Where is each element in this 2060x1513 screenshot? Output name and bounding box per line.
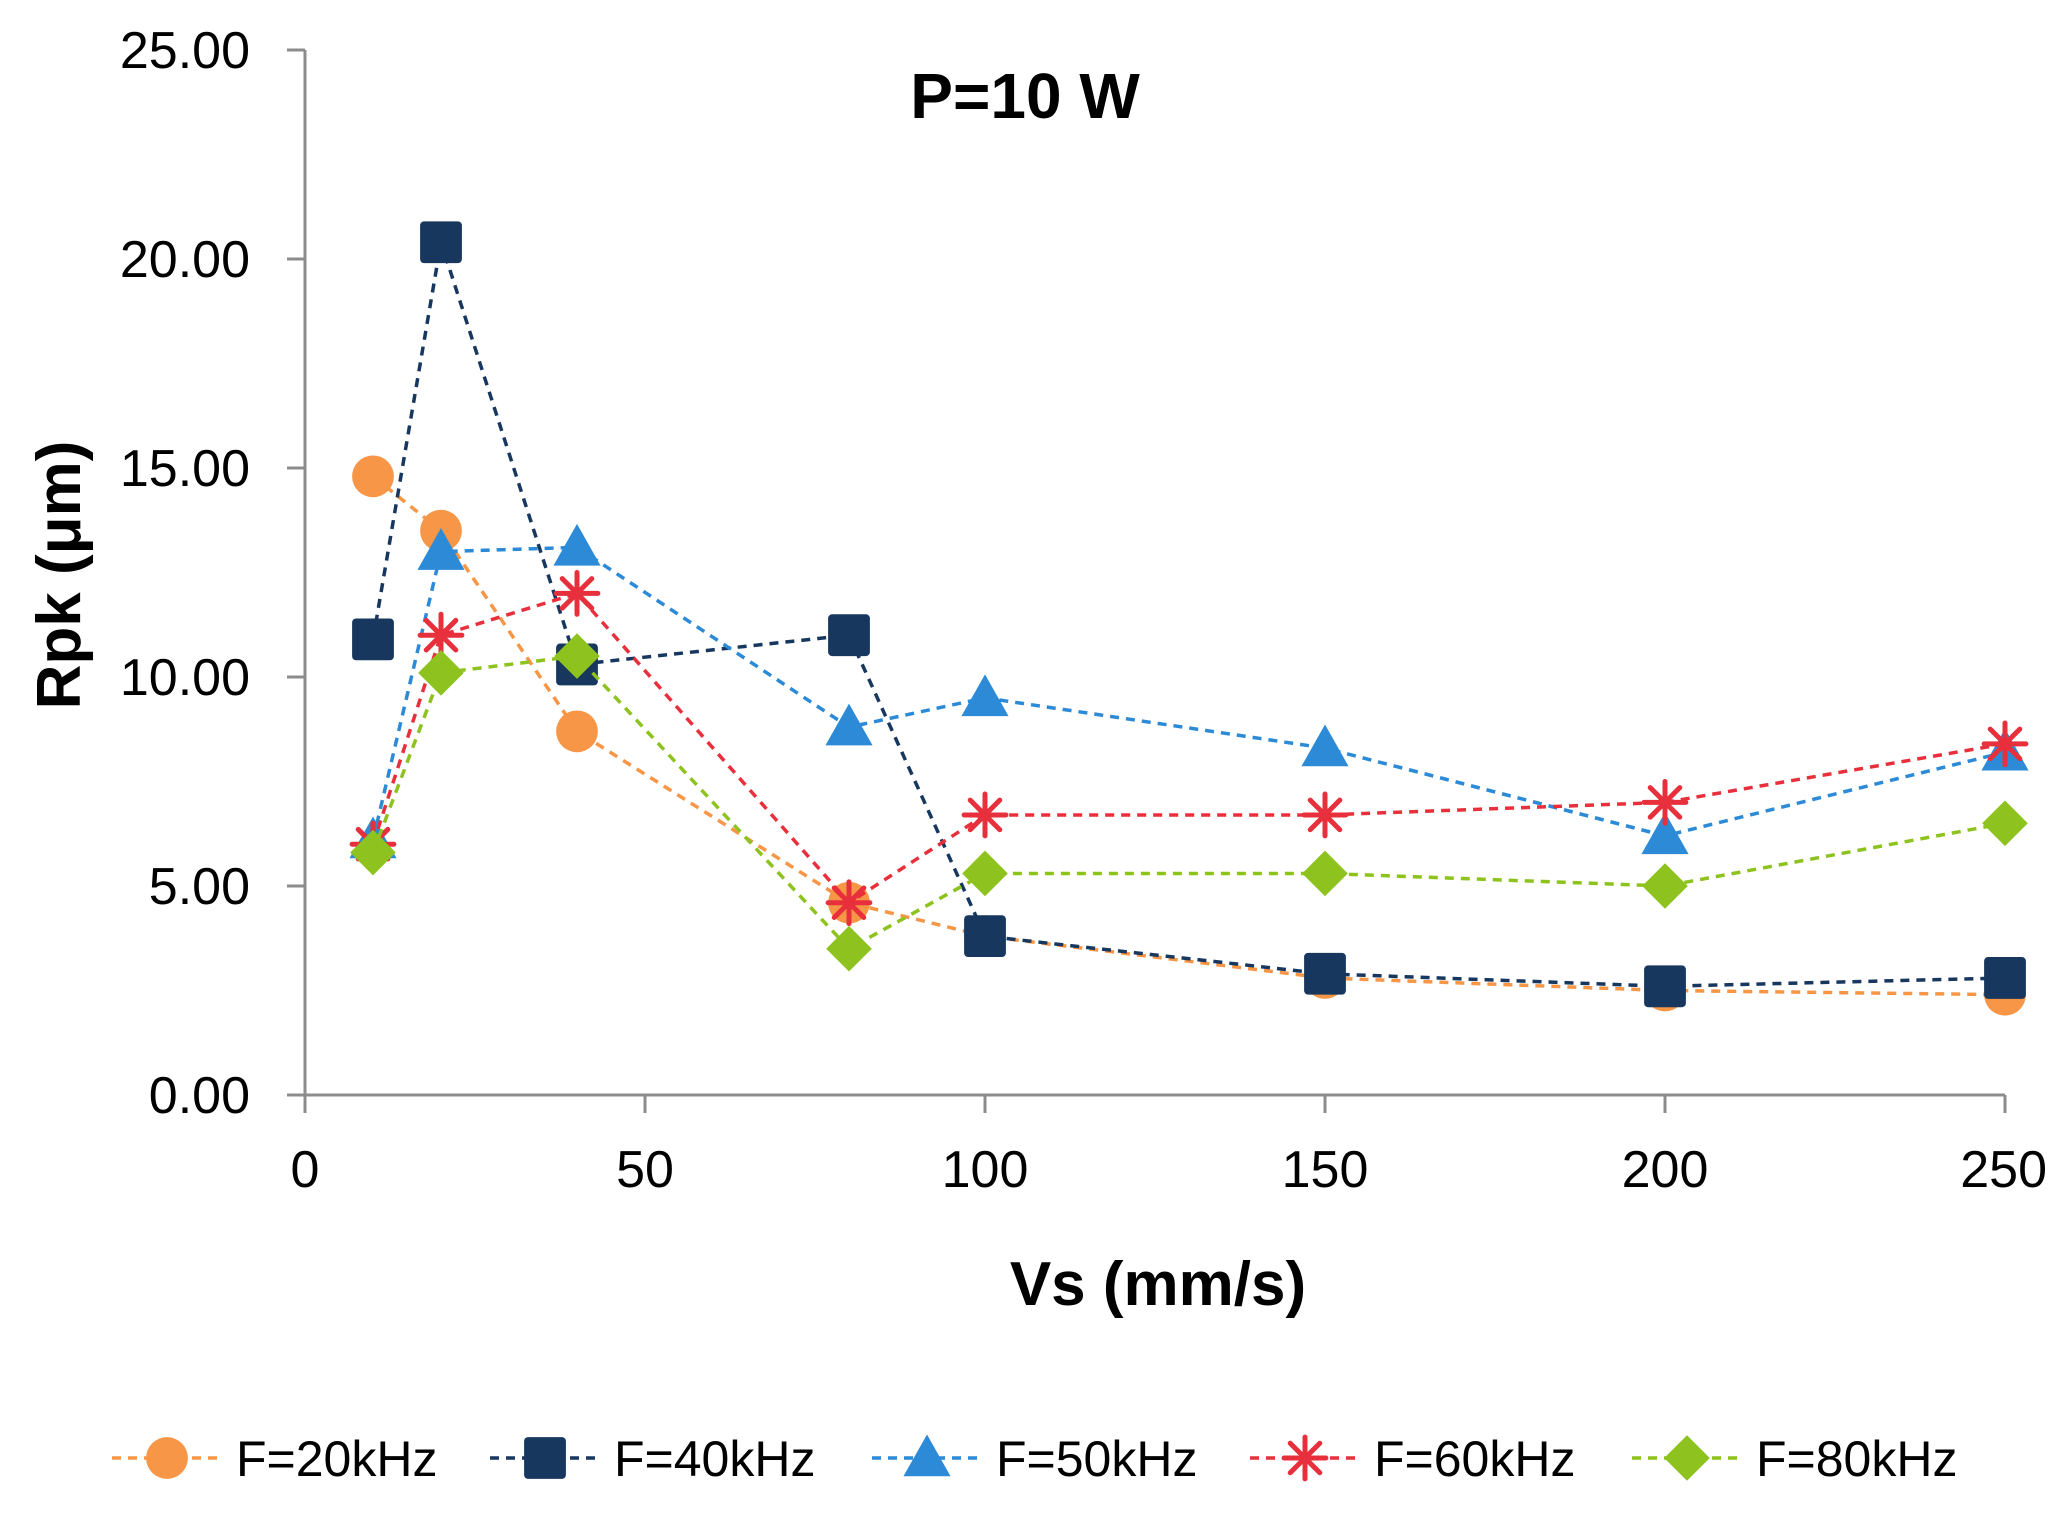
data-point [825, 879, 873, 927]
legend-label: F=50kHz [996, 1431, 1197, 1487]
data-point [350, 829, 396, 876]
series-line [371, 241, 2006, 989]
legend: F=20kHz F=40kHz F=50kHz F=60kHz F=80kHz [112, 1431, 1957, 1487]
data-point [961, 791, 1009, 839]
data-point [417, 611, 465, 659]
data-point [352, 618, 394, 661]
x-tick-label: 100 [942, 1141, 1029, 1199]
data-point [1644, 965, 1686, 1008]
data-point [1981, 720, 2029, 768]
legend-label: F=20kHz [236, 1431, 437, 1487]
x-tick-label: 150 [1282, 1141, 1369, 1199]
legend-marker [1664, 1435, 1710, 1481]
y-tick-label: 25.00 [120, 22, 250, 80]
data-point [828, 614, 870, 657]
x-axis-label: Vs (mm/s) [1010, 1250, 1306, 1319]
series-line [371, 474, 2006, 997]
legend-item: F=50kHz [872, 1431, 1197, 1487]
x-tick-label: 200 [1622, 1141, 1709, 1199]
x-tick-label: 250 [1960, 1141, 2047, 1199]
legend-marker [1281, 1434, 1329, 1482]
data-point [961, 674, 1009, 717]
data-point [1984, 957, 2026, 999]
data-point [553, 570, 601, 617]
data-point [1642, 863, 1688, 909]
series-F=20kHz [352, 455, 2026, 1016]
data-point [1982, 800, 2028, 847]
series-line [371, 545, 2006, 841]
y-tick-label: 10.00 [120, 649, 250, 707]
data-point [556, 710, 598, 753]
y-axis: 0.00 5.00 10.00 15.00 20.00 25.00 [120, 22, 307, 1125]
legend-marker [903, 1434, 951, 1477]
data-point [964, 915, 1006, 958]
data-point [1304, 952, 1346, 995]
y-axis-label: Rpk (μm) [25, 441, 94, 710]
y-tick-label: 20.00 [120, 231, 250, 289]
data-point [1641, 779, 1689, 826]
series-F=40kHz [352, 221, 2026, 1008]
series-F=80kHz [350, 633, 2028, 972]
data-point [1301, 791, 1349, 839]
data-point [553, 523, 601, 566]
x-tick-label: 0 [291, 1141, 320, 1199]
legend-label: F=60kHz [1374, 1431, 1575, 1487]
y-tick-label: 5.00 [149, 858, 250, 916]
data-point [826, 925, 872, 972]
data-point [554, 633, 600, 679]
series-line [371, 591, 2006, 906]
data-point [420, 221, 462, 264]
legend-item: F=80kHz [1632, 1431, 1957, 1487]
data-point [825, 703, 873, 746]
x-axis: 0 50 100 150 200 250 [291, 1093, 2047, 1199]
data-point [1641, 812, 1689, 855]
series-F=50kHz [349, 523, 2029, 859]
legend-item: F=20kHz [112, 1431, 437, 1487]
data-point [962, 850, 1008, 897]
legend-label: F=40kHz [614, 1431, 815, 1487]
legend-label: F=80kHz [1756, 1431, 1957, 1487]
series-line [371, 654, 2006, 951]
data-point [418, 650, 464, 696]
legend-item: F=60kHz [1250, 1431, 1575, 1487]
data-point [1302, 850, 1348, 897]
y-tick-label: 0.00 [149, 1067, 250, 1125]
legend-item: F=40kHz [490, 1431, 815, 1487]
series-layer [349, 221, 2029, 1016]
legend-marker [146, 1437, 188, 1479]
chart-title: P=10 W [910, 60, 1140, 132]
data-point [417, 528, 465, 570]
legend-marker [524, 1437, 566, 1479]
data-point [1301, 724, 1349, 767]
data-point [352, 455, 394, 498]
x-tick-label: 50 [616, 1141, 674, 1199]
y-tick-label: 15.00 [120, 440, 250, 498]
